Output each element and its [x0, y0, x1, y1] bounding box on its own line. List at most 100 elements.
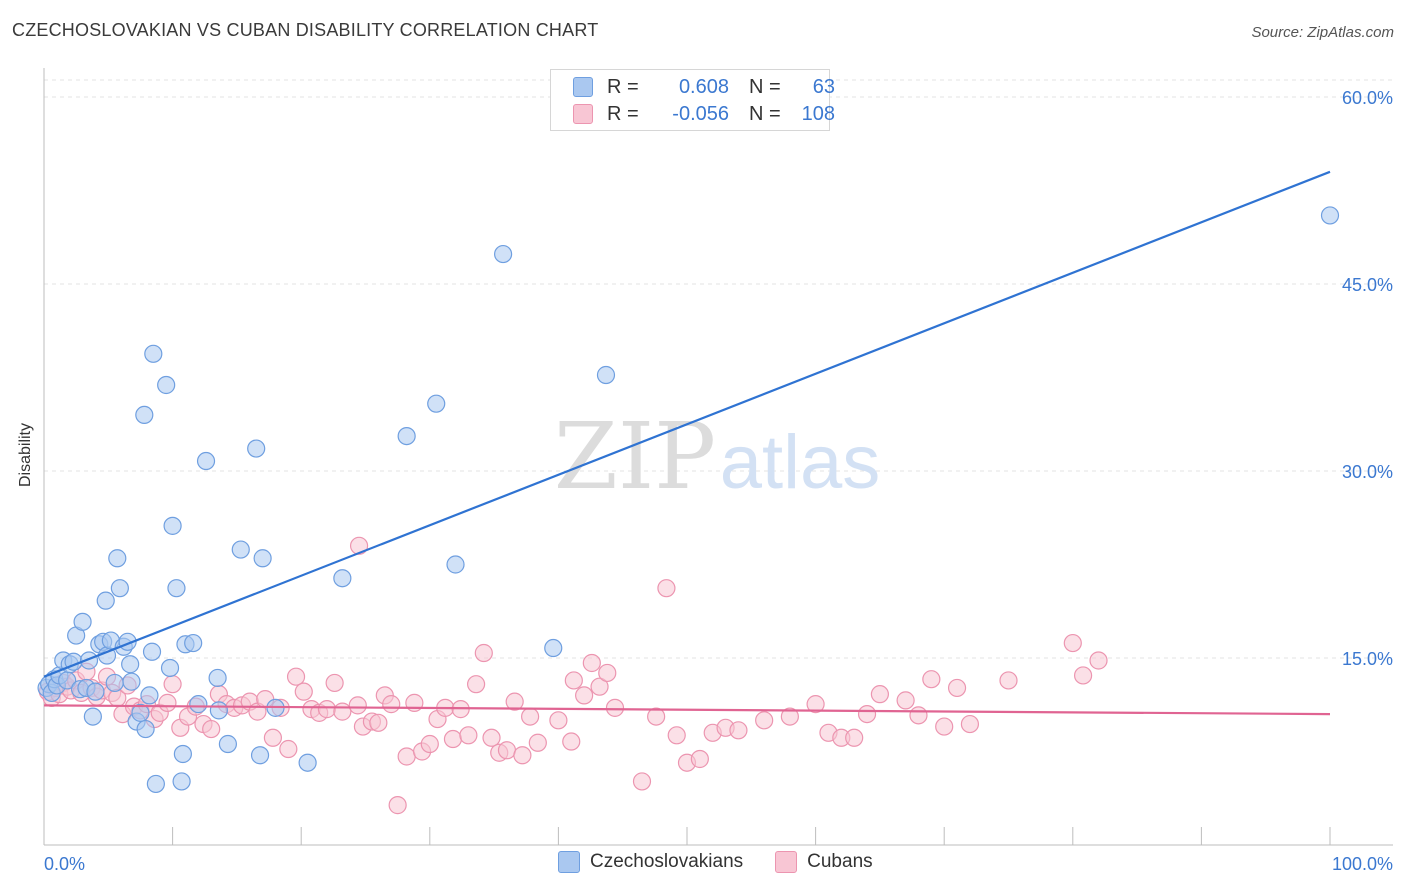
- y-tick-label: 15.0%: [1342, 649, 1393, 669]
- data-point-czechoslovakians: [160, 658, 180, 678]
- data-point-czechoslovakians: [144, 344, 163, 363]
- data-point-czechoslovakians: [250, 746, 270, 765]
- watermark-zip: ZIP: [554, 403, 716, 510]
- axes: [43, 68, 1393, 846]
- r-value: -0.056: [672, 102, 729, 125]
- data-point-cubans: [1089, 651, 1108, 670]
- data-point-cubans: [325, 673, 344, 693]
- stats-row-czechoslovakians: R = 0.608 N = 63: [573, 75, 835, 99]
- data-point-cubans: [369, 713, 388, 732]
- data-point-cubans: [497, 741, 517, 760]
- trend-line-czechoslovakians: [43, 170, 1331, 678]
- data-point-czechoslovakians: [189, 695, 208, 714]
- data-point-cubans: [564, 671, 583, 690]
- legend-swatch-cubans: [573, 104, 593, 124]
- x-tick-label-max: 100.0%: [1332, 854, 1393, 874]
- legend-label-czechoslovakians: Czechoslovakians: [590, 851, 744, 872]
- data-points: [37, 206, 1340, 815]
- data-point-cubans: [657, 579, 676, 598]
- data-point-cubans: [279, 739, 298, 759]
- data-point-cubans: [667, 726, 686, 745]
- stats-row-cubans: R = -0.056 N = 108: [573, 102, 835, 126]
- legend-item-cubans[interactable]: Cubans: [775, 851, 873, 873]
- series-legend: Czechoslovakians Cubans: [558, 851, 905, 873]
- data-point-czechoslovakians: [110, 579, 129, 598]
- data-point-cubans: [605, 698, 625, 717]
- data-point-czechoslovakians: [208, 668, 227, 688]
- data-point-czechoslovakians: [173, 744, 192, 764]
- data-point-cubans: [806, 695, 825, 714]
- data-point-cubans: [443, 729, 463, 749]
- data-point-cubans: [420, 734, 439, 754]
- data-point-czechoslovakians: [446, 555, 465, 574]
- data-point-cubans: [158, 693, 177, 712]
- legend-swatch-czechoslovakians: [573, 77, 593, 97]
- watermark: ZIP atlas: [554, 403, 880, 510]
- data-point-cubans: [647, 707, 666, 726]
- data-point-cubans: [163, 675, 182, 694]
- data-point-cubans: [349, 536, 369, 555]
- data-point-czechoslovakians: [494, 244, 513, 264]
- legend-item-czechoslovakians[interactable]: Czechoslovakians: [558, 851, 743, 873]
- data-point-czechoslovakians: [157, 375, 176, 395]
- y-tick-label: 45.0%: [1342, 275, 1393, 295]
- data-point-cubans: [333, 702, 352, 721]
- data-point-czechoslovakians: [108, 549, 127, 568]
- data-point-czechoslovakians: [427, 394, 446, 413]
- data-point-czechoslovakians: [83, 707, 102, 726]
- y-tick-label: 30.0%: [1342, 462, 1393, 482]
- chart-title: CZECHOSLOVAKIAN VS CUBAN DISABILITY CORR…: [12, 20, 599, 40]
- n-label: N =: [749, 102, 781, 125]
- data-point-czechoslovakians: [73, 612, 92, 631]
- data-point-cubans: [896, 691, 915, 710]
- data-point-cubans: [582, 653, 601, 673]
- data-point-cubans: [909, 706, 928, 725]
- data-point-cubans: [505, 692, 524, 711]
- data-point-czechoslovakians: [146, 774, 165, 794]
- data-point-czechoslovakians: [196, 451, 216, 471]
- data-point-cubans: [397, 747, 416, 766]
- data-point-cubans: [317, 700, 337, 719]
- data-point-cubans: [382, 695, 401, 714]
- r-value: 0.608: [678, 75, 729, 98]
- data-point-czechoslovakians: [1320, 206, 1340, 225]
- data-point-cubans: [528, 733, 547, 752]
- data-point-czechoslovakians: [397, 426, 416, 446]
- data-point-cubans: [202, 719, 221, 739]
- data-point-cubans: [1063, 633, 1082, 653]
- data-point-czechoslovakians: [596, 365, 616, 385]
- legend-swatch-czechoslovakians: [558, 851, 580, 873]
- data-point-cubans: [466, 675, 486, 694]
- data-point-cubans: [549, 711, 568, 730]
- data-point-cubans: [690, 749, 709, 769]
- data-point-czechoslovakians: [142, 642, 162, 661]
- legend-swatch-cubans: [775, 851, 798, 873]
- grid-lines: [44, 79, 1393, 659]
- legend-label-cubans: Cubans: [807, 851, 873, 872]
- data-point-czechoslovakians: [544, 638, 563, 658]
- r-label: R =: [607, 75, 639, 98]
- data-point-cubans: [632, 772, 652, 791]
- data-point-cubans: [960, 714, 980, 734]
- data-point-cubans: [482, 728, 501, 747]
- data-point-cubans: [348, 696, 367, 715]
- data-point-cubans: [513, 746, 532, 765]
- trend-lines: [43, 170, 1331, 716]
- data-point-czechoslovakians: [298, 753, 317, 772]
- data-point-cubans: [947, 678, 967, 698]
- data-point-cubans: [780, 707, 799, 726]
- data-point-cubans: [857, 704, 877, 724]
- data-point-czechoslovakians: [96, 591, 115, 610]
- data-point-cubans: [598, 663, 617, 683]
- data-point-cubans: [755, 711, 774, 730]
- data-point-cubans: [474, 643, 493, 663]
- data-point-czechoslovakians: [136, 719, 155, 739]
- data-point-cubans: [935, 717, 954, 736]
- data-point-cubans: [1073, 666, 1093, 685]
- data-point-czechoslovakians: [121, 655, 140, 674]
- data-point-czechoslovakians: [140, 686, 159, 705]
- data-point-czechoslovakians: [253, 549, 272, 568]
- data-point-czechoslovakians: [163, 516, 182, 535]
- data-point-czechoslovakians: [184, 633, 203, 653]
